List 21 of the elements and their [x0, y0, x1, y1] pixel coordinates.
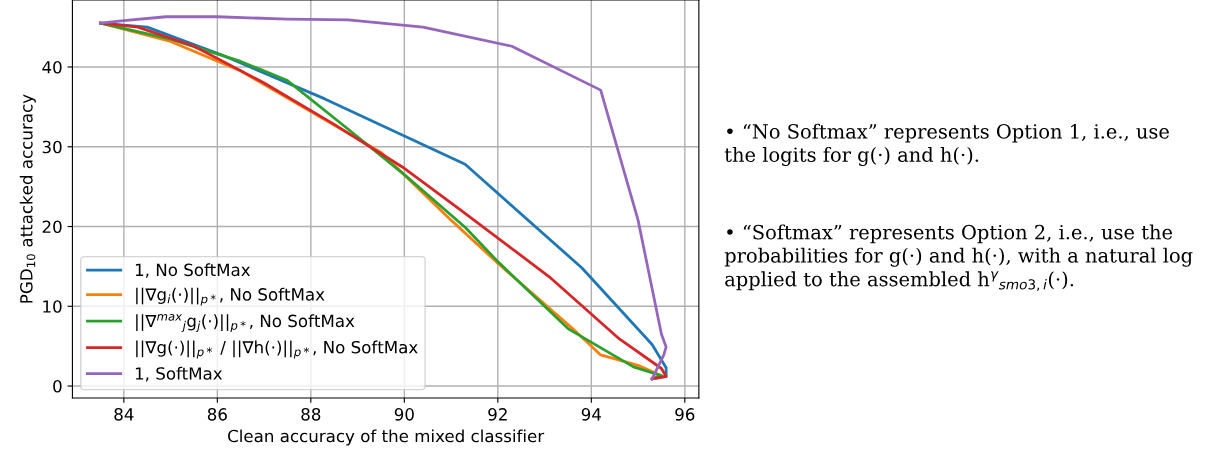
legend-label: ||∇g(·)||$_{p*}$ / ||∇h(·)||$_{p*}$, No SoftMax — [136, 340, 418, 359]
y-axis-title: PGD$_{10}$ attacked accuracy — [19, 94, 36, 303]
y-tick-label: 20 — [42, 220, 62, 234]
x-tick-label: 90 — [394, 408, 414, 421]
x-axis-title: Clean accuracy of the mixed classifier — [228, 429, 545, 446]
y-tick-label: 0 — [53, 380, 62, 393]
y-tick-label: 30 — [42, 140, 62, 154]
legend-label: 1, SoftMax — [135, 366, 223, 382]
legend-label: 1, No SoftMax — [135, 263, 251, 278]
text: • “No Softmax” represents Option 1, i.e., use the logits for g(·) and h(·). — [724, 123, 1169, 167]
x-tick-label: 92 — [488, 408, 507, 421]
x-tick-label: 96 — [675, 408, 695, 421]
y-tick-label: 40 — [42, 60, 62, 74]
x-tick-label: 94 — [581, 408, 601, 421]
text: • “Softmax” represents Option 2, i.e., use the probabilities for g(·) and h(·), with a natural log applied to the assembled h$^{γ}$$_{smo3,i}$(·). — [724, 224, 1193, 291]
y-tick-label: 10 — [43, 300, 62, 313]
legend-label: ||∇g$_{i}$(·)||$_{p*}$, No SoftMax — [136, 287, 325, 306]
legend-label: ||∇$^{max}$$_{j}$g$_{j}$(·)||$_{p*}$, No SoftMax — [136, 314, 355, 333]
x-tick-label: 84 — [114, 408, 134, 421]
x-tick-label: 88 — [301, 408, 321, 421]
x-tick-label: 86 — [207, 408, 227, 421]
